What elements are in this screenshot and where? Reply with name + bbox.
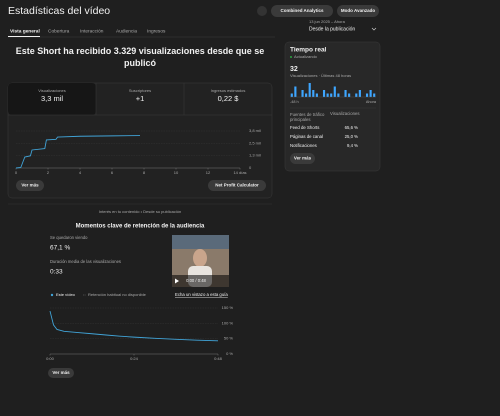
y-tick-label: 0 % [226,351,233,356]
x-tick-label: 0:48 [214,356,223,361]
retention-stat-label: Se quedaron viendo [50,235,88,240]
tab[interactable]: Ingresos [147,28,166,34]
realtime-see-more[interactable] [290,153,315,164]
bar [348,93,351,97]
y-tick-label: 1,3 mil [249,152,261,157]
tab[interactable]: Audiencia [116,28,137,34]
metric-label: Visualizaciones [38,88,66,93]
bar [373,93,376,97]
dropdown-arrow [371,27,377,31]
legend-dot [50,293,54,297]
x-tick-label: 6 [111,170,114,175]
traffic-source: Feed de Shorts [290,125,319,130]
advanced-mode-button[interactable] [337,5,379,17]
metric-label: Suscriptores [129,88,151,93]
retention-stat-value: 0:33 [50,269,63,276]
video-time: 0:00 / 0:48 [186,278,206,283]
tab[interactable]: Vista general [10,28,40,34]
realtime-status: Actualizando [294,54,318,59]
page-title: Estadísticas del vídeo [8,5,110,17]
x-tick-label: 10 [174,170,179,175]
date-range: 13 jun 2025 – Ahora [309,19,346,24]
x-tick-label: 8 [143,170,146,175]
combined-analytics-button-label[interactable]: Combined Analytics [280,8,324,13]
x-tick-label: 4 [79,170,82,175]
realtime-subtitle: Visualizaciones · Últimas 48 horas [290,73,351,78]
tab[interactable]: Cobertura [48,28,70,34]
bar [330,93,333,97]
bar [365,93,369,97]
x-tick-label: Ahora [366,100,377,104]
traffic-header: Fuentes de tráfico principales [290,112,325,122]
data-line [49,310,219,342]
bar [344,90,347,97]
bar [322,90,326,97]
see-more-button-label[interactable]: Ver más [21,183,39,188]
legend-label: Este vídeo [56,292,76,297]
bar [294,86,297,97]
tab[interactable]: Interacción [80,28,104,34]
y-tick-label: 50 % [224,336,234,341]
combined-analytics-button[interactable] [271,5,333,17]
realtime-count: 32 [290,66,298,73]
x-tick-label: 0 [15,170,18,175]
x-tick-label: -48 h [290,100,299,104]
bar [312,90,315,97]
period-select[interactable]: Desde la publicación [309,26,355,32]
bar [301,90,304,97]
metric-value: 3,3 mil [41,94,63,103]
bar [333,86,336,97]
bar [315,93,318,97]
y-tick-label: 0 [249,165,252,170]
traffic-header: Visualizaciones [330,111,360,116]
net-profit-button[interactable] [208,180,266,191]
legend-label: Retención habitual no disponible [88,292,147,297]
x-tick-label: 14 días [233,170,246,175]
bar [369,90,372,97]
traffic-share: 9,4 % [347,143,358,148]
traffic-source: Páginas de canal [290,134,323,139]
headline: Este Short ha recibido 3.329 visualizaci… [16,46,265,68]
data-line [15,135,141,169]
realtime-see-more-label[interactable]: Ver más [294,156,312,161]
bar [305,93,308,97]
retention-see-more-label[interactable]: Ver más [52,370,70,375]
retention-see-more[interactable] [48,368,74,378]
bar [308,83,311,97]
y-tick-label: 150 % [222,305,234,310]
bar [355,93,358,97]
traffic-share: 65,6 % [345,125,359,130]
metric-label: Ingresos estimados [211,88,246,93]
metric-value: 0,22 $ [218,94,240,103]
bar [337,93,340,97]
bar [326,93,329,97]
net-profit-button-label[interactable]: Net Profit Calculator [215,183,259,188]
advanced-mode-button-label[interactable]: Modo Avanzado [341,8,375,13]
y-tick-label: 2,5 mil [249,141,261,146]
traffic-share: 25,0 % [345,134,359,139]
guide-link[interactable]: Echa un vistazo a esta guía [175,292,228,297]
retention-title: Momentos clave de retención de la audien… [76,224,205,230]
y-tick-label: 100 % [222,320,234,325]
retention-stat-label: Duración media de las visualizaciones [50,259,121,264]
x-tick-label: 0:00 [46,356,55,361]
interest-note: Interés en tu contenido • Desde su publi… [99,209,181,214]
traffic-source: Notificaciones [290,143,317,148]
x-tick-label: 0:24 [130,356,139,361]
retention-stat-value: 67,1 % [50,245,70,252]
bar [290,93,293,97]
realtime-title: Tiempo real [290,47,327,54]
y-tick-label: 3,8 mil [249,128,261,133]
bar [358,90,361,97]
x-tick-label: 12 [206,170,211,175]
metric-value: +1 [136,94,145,103]
x-tick-label: 2 [47,170,50,175]
see-more-button[interactable] [16,180,44,191]
